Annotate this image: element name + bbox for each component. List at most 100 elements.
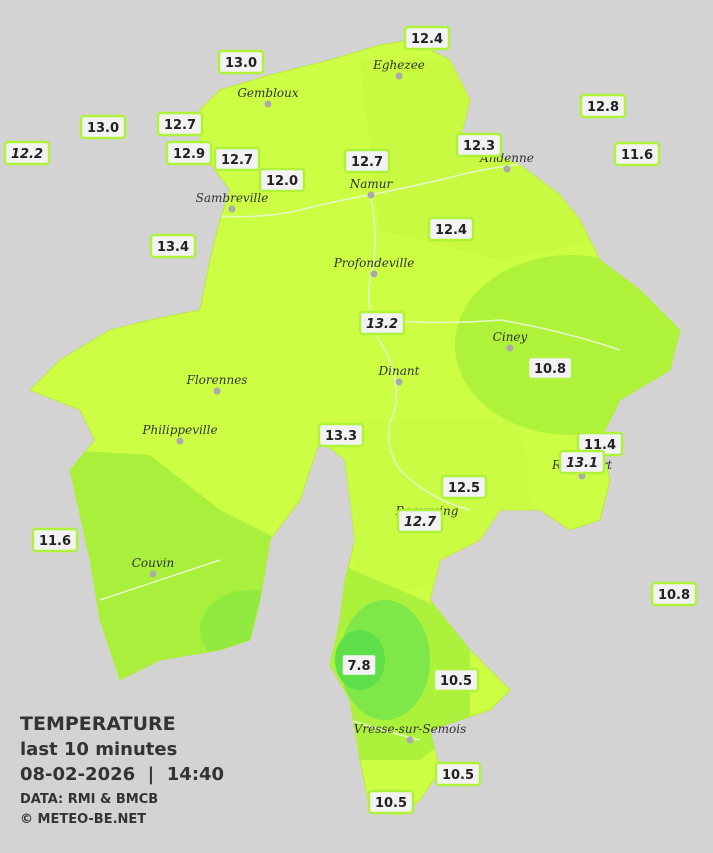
city-name: Couvin (132, 556, 174, 570)
city-name: Florennes (186, 373, 248, 387)
station-box (358, 310, 406, 336)
station: 10.5 (367, 789, 415, 815)
station-label: 12.7 (351, 155, 383, 170)
station-label: 12.7 (221, 153, 253, 168)
station: 12.7 (343, 148, 391, 174)
city-name: Philippeville (141, 423, 217, 437)
city-dot (367, 191, 375, 199)
station: 10.5 (432, 667, 480, 693)
station-box (432, 667, 480, 693)
station-box (213, 146, 261, 172)
legend-datetime: 08-02-2026 | 14:40 (20, 764, 224, 785)
station-box (156, 111, 204, 137)
station: 12.9 (165, 140, 213, 166)
station-label: 12.9 (173, 147, 205, 162)
station-box (613, 141, 661, 167)
station: 12.0 (258, 167, 306, 193)
city-dot (506, 344, 514, 352)
city-dot (213, 387, 221, 395)
station: 12.8 (579, 93, 627, 119)
station-label: 12.7 (404, 515, 437, 530)
station-label: 12.3 (463, 139, 495, 154)
city-dot (149, 570, 157, 578)
city-name: Namur (349, 177, 394, 191)
station-box (340, 652, 378, 678)
city-dot (503, 165, 511, 173)
station-box (258, 167, 306, 193)
station: 13.3 (317, 422, 365, 448)
station-label: 12.2 (11, 147, 43, 162)
station-box (165, 140, 213, 166)
station-box (217, 49, 265, 75)
station-label: 12.0 (266, 174, 298, 189)
stations: 12.4 13.0 13.0 12.7 12.8 12.2 12.9 12.7 12.3 12.7… (3, 25, 698, 815)
station-box (396, 508, 444, 534)
station-label: 10.8 (534, 362, 566, 377)
station-label: 12.8 (587, 100, 619, 115)
station-label: 13.0 (87, 121, 119, 136)
city-dot (406, 736, 414, 744)
city-dot (395, 72, 403, 80)
station-box (434, 761, 482, 787)
station: 11.6 (613, 141, 661, 167)
station-label: 10.5 (442, 768, 474, 783)
station: 13.1 (558, 449, 606, 475)
city-name: Sambreville (196, 191, 269, 205)
city-dot (264, 100, 272, 108)
station-label: 13.1 (566, 456, 598, 471)
station-box (149, 233, 197, 259)
station-label: 13.0 (225, 56, 257, 71)
cities: EghezeeGemblouxAndenneNamurSambrevillePr… (132, 58, 612, 744)
station: 7.8 (340, 652, 378, 678)
station-label: 11.4 (584, 438, 616, 453)
legend-title: TEMPERATURE (20, 713, 176, 735)
station-label: 13.2 (366, 317, 398, 332)
city-dot (395, 378, 403, 386)
station: 12.2 (3, 140, 51, 166)
station-box (317, 422, 365, 448)
city-name: Gembloux (237, 86, 299, 100)
station-box (526, 355, 574, 381)
station-box (3, 140, 51, 166)
station: 13.0 (79, 114, 127, 140)
station-label: 7.8 (347, 659, 370, 674)
legend-source: DATA: RMI & BMCB (20, 792, 158, 807)
station: 13.2 (358, 310, 406, 336)
station-label: 10.5 (375, 796, 407, 811)
station-label: 11.6 (621, 148, 653, 163)
station-box (440, 474, 488, 500)
station-label: 12.7 (164, 118, 196, 133)
city-dot (176, 437, 184, 445)
station-box (343, 148, 391, 174)
city-name: Dinant (378, 364, 420, 378)
legend-subtitle: last 10 minutes (20, 739, 177, 760)
city-dot (228, 205, 236, 213)
legend: TEMPERATURE last 10 minutes 08-02-2026 |… (20, 713, 224, 827)
station-box (455, 132, 503, 158)
station-box (403, 25, 451, 51)
station: 10.8 (650, 581, 698, 607)
station: 10.5 (434, 761, 482, 787)
station: 12.5 (440, 474, 488, 500)
station-label: 13.3 (325, 429, 357, 444)
station-box (427, 216, 475, 242)
station: 11.6 (31, 527, 79, 553)
station: 12.4 (427, 216, 475, 242)
station: 12.3 (455, 132, 503, 158)
station-label: 12.4 (435, 223, 467, 238)
station-label: 10.5 (440, 674, 472, 689)
station-box (650, 581, 698, 607)
city-dot (370, 270, 378, 278)
station: 12.7 (156, 111, 204, 137)
station-label: 12.4 (411, 32, 443, 47)
station: 12.7 (213, 146, 261, 172)
station-box (367, 789, 415, 815)
station-label: 12.5 (448, 481, 480, 496)
station-label: 10.8 (658, 588, 690, 603)
city-name: Vresse-sur-Semois (354, 722, 467, 736)
station-box (579, 93, 627, 119)
city-name: Profondeville (333, 256, 415, 270)
city-name: Ciney (493, 330, 528, 344)
station: 12.4 (403, 25, 451, 51)
